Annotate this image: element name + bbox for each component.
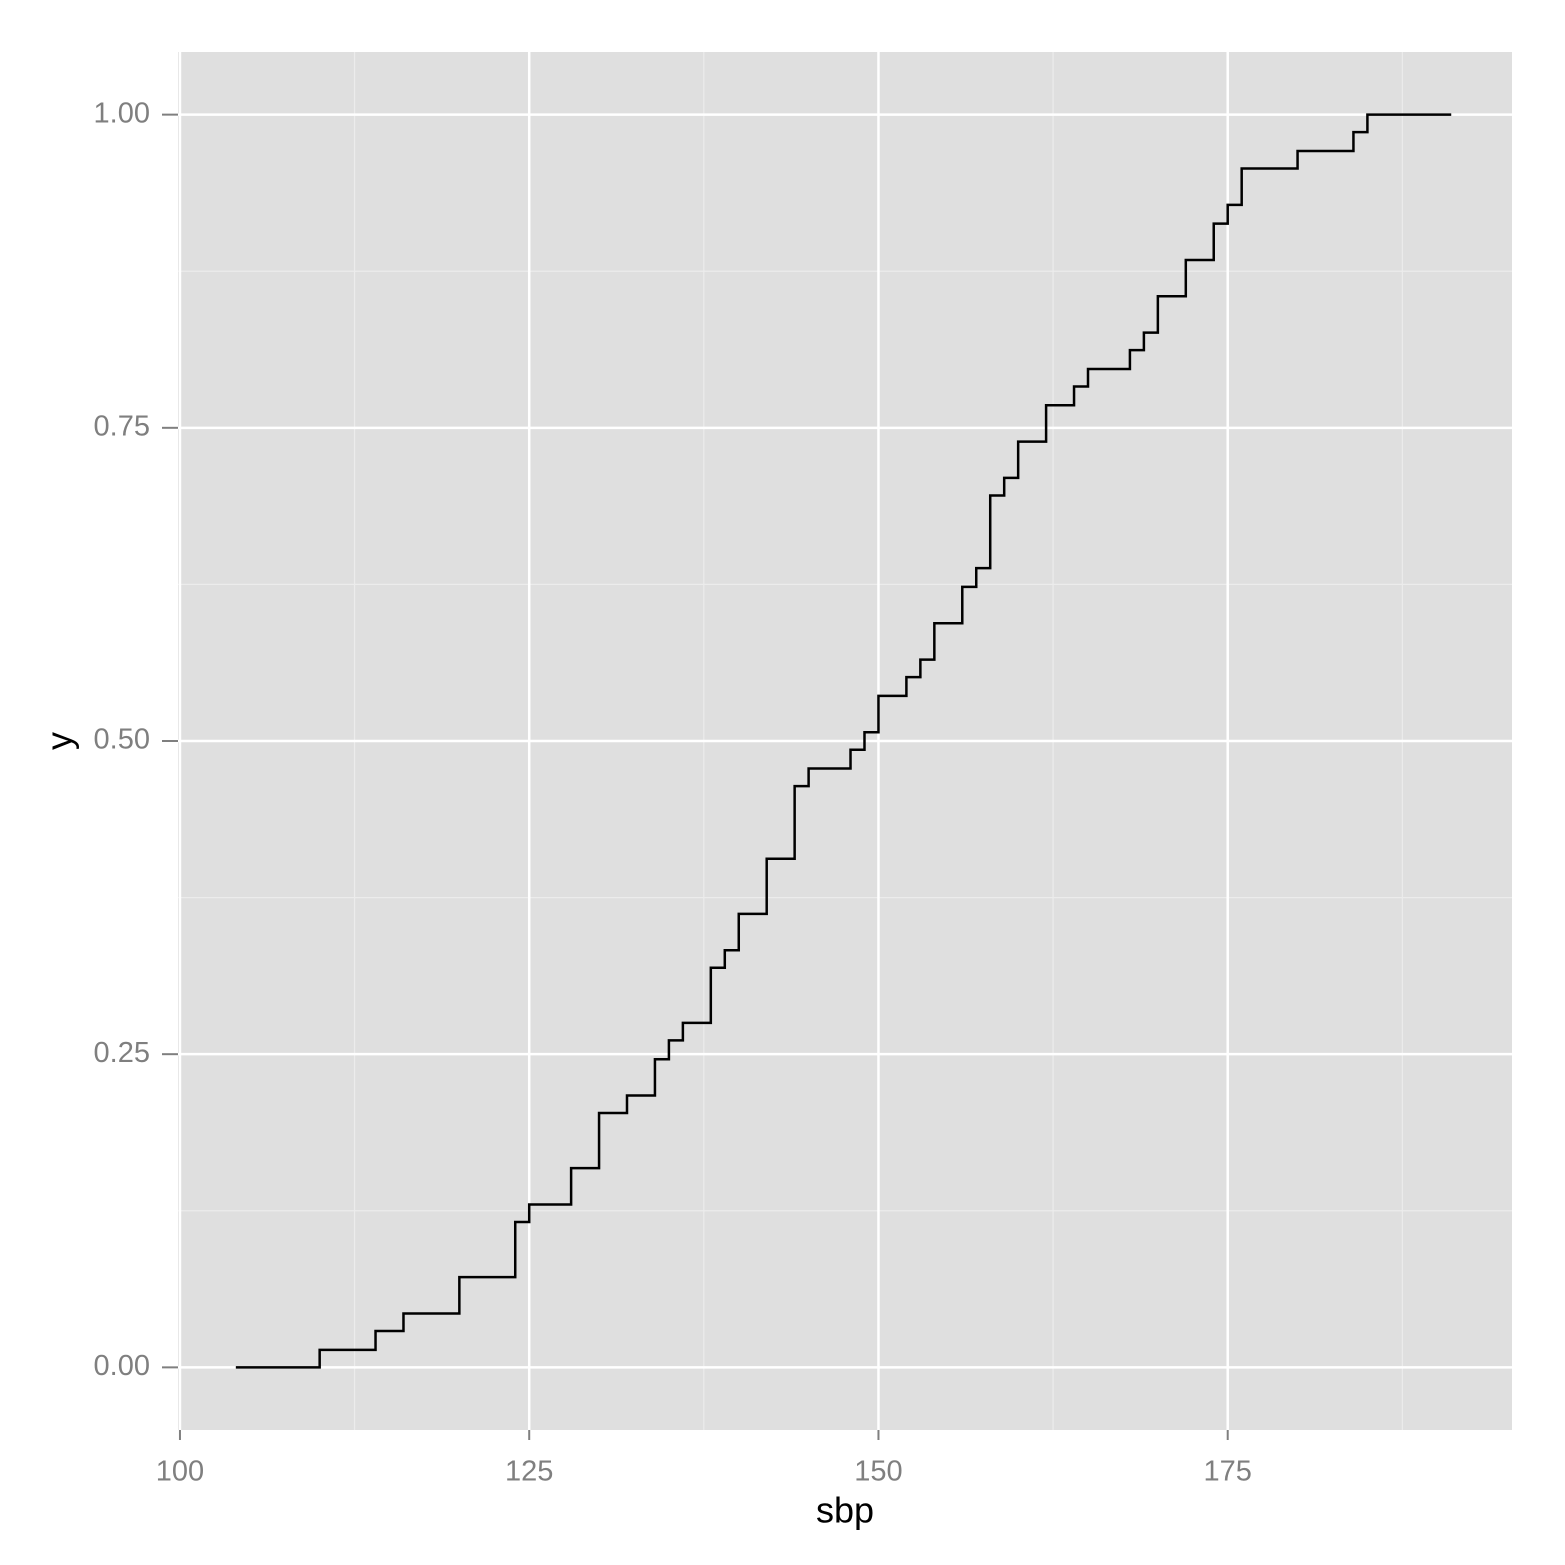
y-tick-label: 1.00: [94, 97, 150, 129]
x-axis-title: sbp: [816, 1490, 874, 1531]
y-tick-label: 0.75: [94, 410, 150, 442]
x-tick-label: 150: [854, 1456, 902, 1488]
step-line: [235, 113, 1452, 1369]
x-tick-label: 100: [156, 1456, 204, 1488]
y-tick-label: 0.25: [94, 1037, 150, 1069]
y-tick-label: 0.50: [94, 724, 150, 756]
x-tick-label: 175: [1204, 1456, 1252, 1488]
y-axis-title: y: [39, 732, 80, 750]
grid: [178, 52, 1512, 1430]
marks: [235, 113, 1452, 1369]
y-tick-label: 0.00: [94, 1350, 150, 1382]
x-tick-label: 125: [505, 1456, 553, 1488]
